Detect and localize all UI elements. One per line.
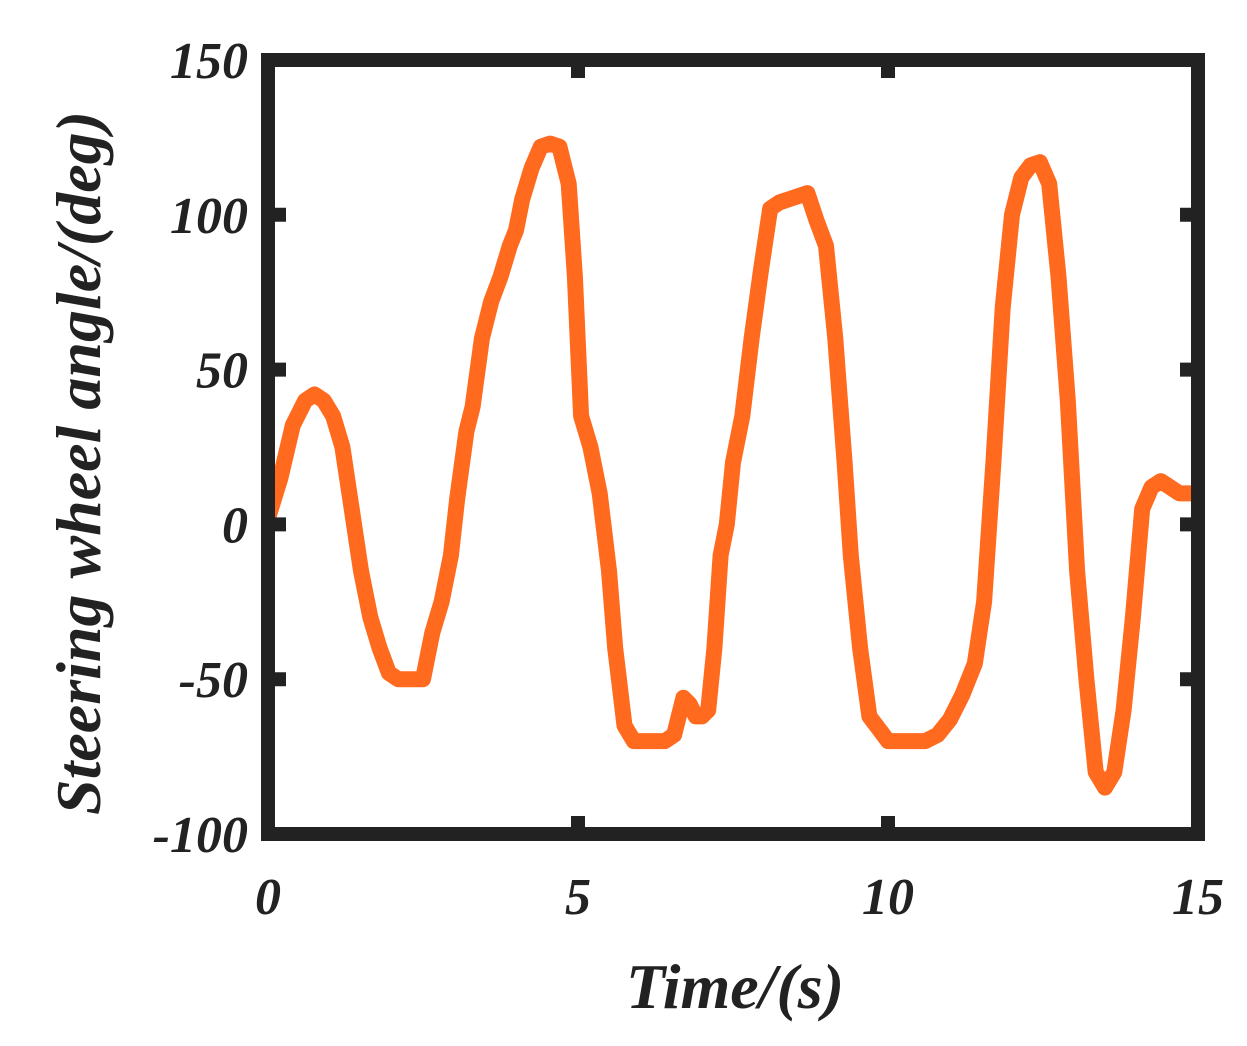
y-tick-label: 0 (222, 497, 248, 554)
y-tick-label: -100 (153, 807, 248, 864)
x-axis-title: Time/(s) (626, 951, 844, 1022)
axes (261, 53, 1205, 841)
series-line-1 (268, 135, 1198, 796)
y-axis-title: Steering wheel angle/(deg) (43, 111, 114, 815)
y-tick-label: 50 (196, 343, 248, 400)
plot-area (268, 135, 1198, 796)
x-tick-label: 0 (255, 869, 281, 926)
y-tick-label: 150 (170, 33, 248, 90)
x-tick-label: 10 (862, 869, 914, 926)
tick-labels: 0 5 10 15 -100 -50 0 50 100 150 (153, 33, 1224, 926)
y-tick-label: -50 (179, 652, 248, 709)
axes-frame (261, 53, 1205, 841)
x-tick-label: 15 (1172, 869, 1224, 926)
y-tick-label: 100 (170, 188, 248, 245)
x-tick-label: 5 (565, 869, 591, 926)
